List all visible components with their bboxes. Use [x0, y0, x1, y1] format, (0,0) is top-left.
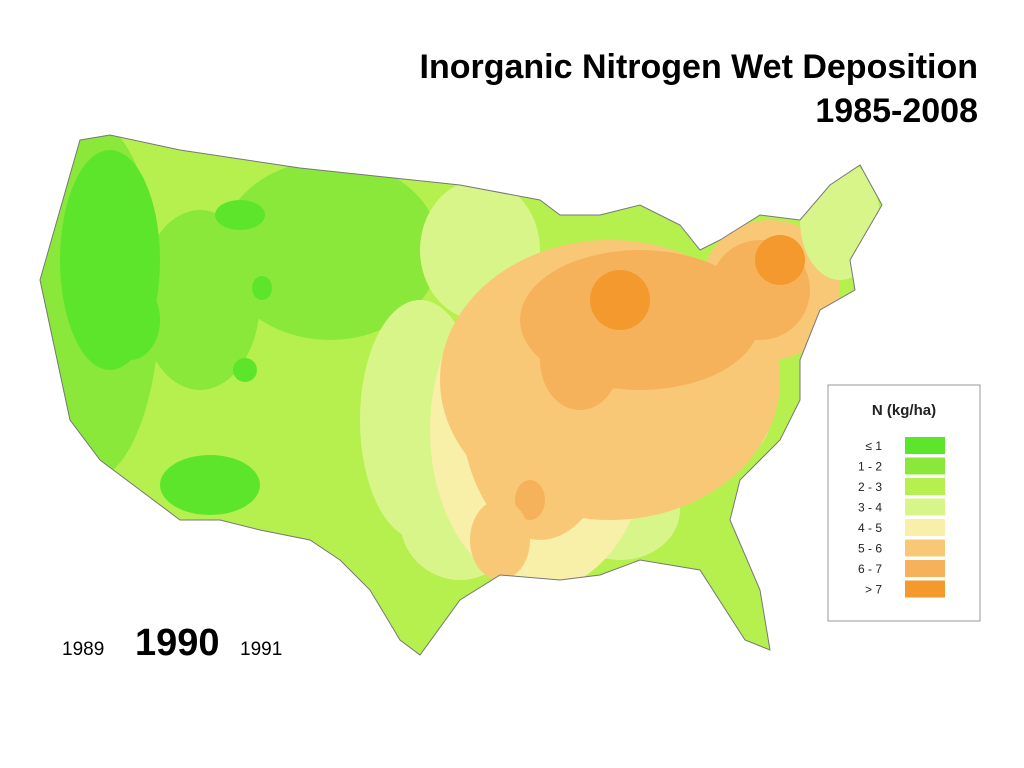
- legend-swatch: [905, 560, 945, 577]
- deposition-zone: [100, 280, 160, 360]
- year-current: 1990: [135, 622, 220, 664]
- deposition-zone: [233, 358, 257, 382]
- legend-label: 6 - 7: [858, 562, 882, 576]
- legend-label: > 7: [865, 583, 882, 597]
- legend-label: 2 - 3: [858, 480, 882, 494]
- title-line: Inorganic Nitrogen Wet Deposition: [420, 48, 979, 86]
- legend-swatch: [905, 580, 945, 598]
- legend: ≤ 1 1 - 2 2 - 3 3 - 4 4 - 5 5 - 6 6 - 7 > 7: [858, 437, 945, 598]
- legend-box: [827, 384, 981, 622]
- deposition-zone: [215, 200, 265, 230]
- legend-label: 1 - 2: [858, 460, 882, 474]
- legend-title: N (kg/ha): [872, 402, 936, 419]
- legend-swatch: [905, 519, 945, 536]
- legend-label: 3 - 4: [858, 501, 882, 515]
- deposition-zone: [220, 160, 440, 340]
- legend-swatch: [905, 498, 945, 516]
- deposition-zone: [160, 455, 260, 515]
- legend-label: 5 - 6: [858, 542, 882, 556]
- deposition-zone: [140, 210, 260, 390]
- title-line: 1985-2008: [815, 92, 978, 130]
- legend-swatch: [905, 539, 945, 557]
- legend-label: 4 - 5: [858, 521, 882, 535]
- deposition-zone: [590, 270, 650, 330]
- deposition-zone: [252, 276, 272, 300]
- deposition-map: [40, 135, 882, 655]
- deposition-zone: [470, 500, 530, 580]
- us-outline: [39, 134, 883, 656]
- legend-label: ≤ 1: [865, 439, 882, 453]
- legend-swatch: [905, 478, 945, 495]
- deposition-zone: [515, 480, 545, 520]
- deposition-zone: [755, 235, 805, 285]
- legend-swatch: [905, 437, 945, 454]
- year-next: 1991: [240, 639, 282, 660]
- deposition-zone: [540, 310, 620, 410]
- year-previous: 1989: [62, 639, 104, 660]
- legend-swatch: [905, 457, 945, 475]
